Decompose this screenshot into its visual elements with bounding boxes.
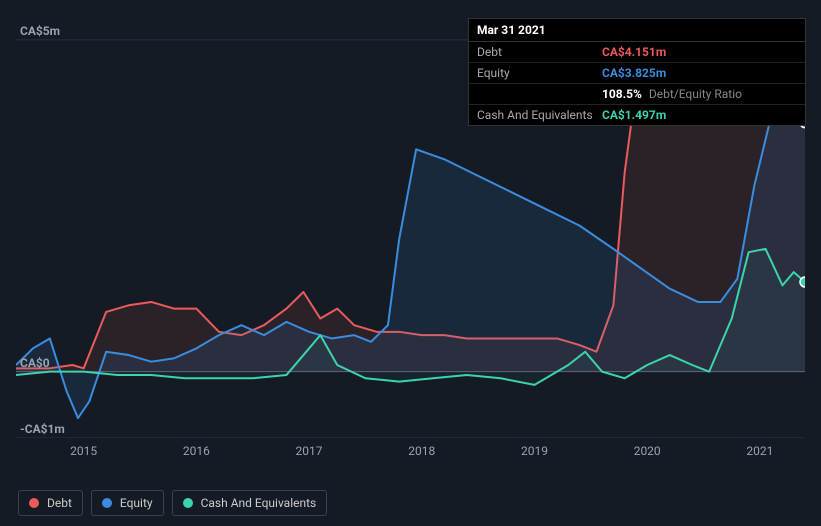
- tooltip-row-label: Debt: [477, 45, 602, 59]
- tooltip-row: DebtCA$4.151m: [469, 42, 805, 63]
- tooltip-row-value: CA$3.825m: [602, 66, 666, 80]
- tooltip-row: Cash And EquivalentsCA$1.497m: [469, 105, 805, 125]
- x-tick-label: 2015: [70, 444, 97, 458]
- tooltip-row-value: CA$1.497m: [602, 108, 666, 122]
- y-tick-label: CA$0: [20, 356, 50, 370]
- tooltip-row-label: [477, 87, 602, 101]
- tooltip-row-value: 108.5% Debt/Equity Ratio: [602, 87, 742, 101]
- y-tick-label: -CA$1m: [20, 422, 65, 436]
- legend-item[interactable]: Cash And Equivalents: [172, 490, 328, 516]
- x-tick-label: 2016: [183, 444, 210, 458]
- legend-swatch: [102, 498, 112, 508]
- legend-label: Cash And Equivalents: [201, 496, 317, 510]
- legend-item[interactable]: Equity: [91, 490, 164, 516]
- legend-item[interactable]: Debt: [18, 490, 83, 516]
- x-tick-label: 2020: [634, 444, 661, 458]
- tooltip: Mar 31 2021 DebtCA$4.151mEquityCA$3.825m…: [468, 18, 806, 126]
- tooltip-date: Mar 31 2021: [469, 19, 805, 42]
- x-tick-label: 2021: [746, 444, 773, 458]
- legend-swatch: [183, 498, 193, 508]
- tooltip-row-value: CA$4.151m: [602, 45, 666, 59]
- x-tick-label: 2017: [296, 444, 323, 458]
- legend-swatch: [29, 498, 39, 508]
- x-tick-label: 2019: [521, 444, 548, 458]
- x-tick-label: 2018: [408, 444, 435, 458]
- tooltip-row: EquityCA$3.825m: [469, 63, 805, 84]
- legend-label: Equity: [120, 496, 153, 510]
- tooltip-row: 108.5% Debt/Equity Ratio: [469, 84, 805, 105]
- legend: Debt Equity Cash And Equivalents: [18, 490, 327, 516]
- tooltip-row-label: Equity: [477, 66, 602, 80]
- legend-label: Debt: [47, 496, 72, 510]
- tooltip-row-label: Cash And Equivalents: [477, 108, 602, 122]
- y-tick-label: CA$5m: [20, 24, 60, 38]
